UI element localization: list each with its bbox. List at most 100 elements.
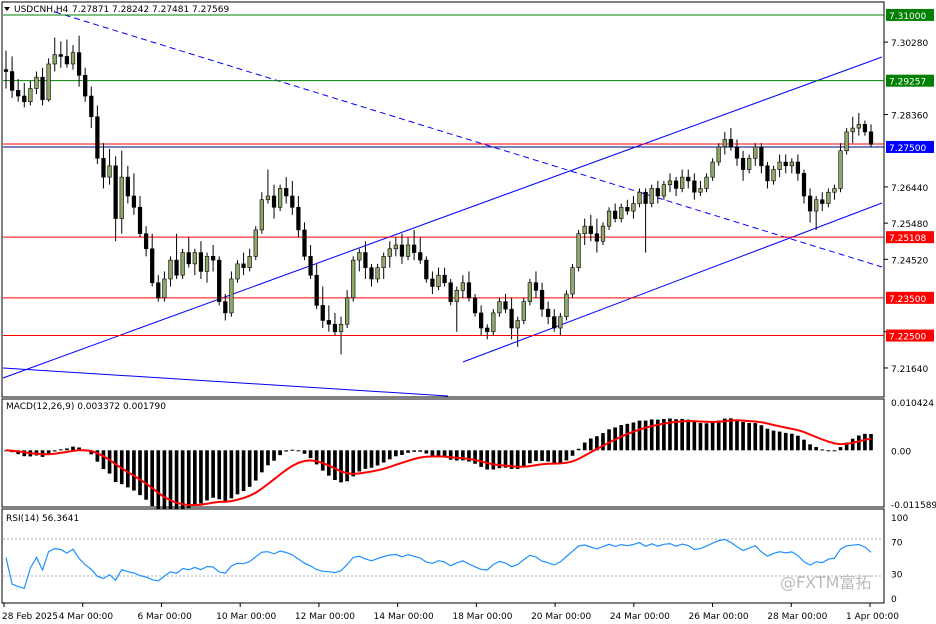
- price-panel-frame: [1, 1, 885, 398]
- macd-bar-133: [814, 446, 819, 451]
- macd-bar-66: [406, 450, 410, 453]
- macd-panel[interactable]: MACD(12,26,9) 0.003372 0.001790: [1, 398, 885, 514]
- price-tick-label-0: 7.30280: [891, 39, 928, 49]
- macd-bar-118: [722, 418, 727, 451]
- price-tick-label-1: 7.28360: [891, 112, 928, 122]
- macd-bar-38: [235, 450, 240, 495]
- macd-bar-70: [430, 450, 435, 456]
- macd-bar-141: [863, 433, 867, 451]
- price-tick-label-4: 7.24520: [891, 256, 928, 266]
- watermark: @FXTM富拓: [780, 573, 871, 592]
- candle-body-35: [217, 259, 222, 302]
- candle-body-65: [399, 244, 405, 257]
- macd-bar-93: [570, 450, 575, 456]
- candle-body-50: [308, 256, 313, 276]
- candle-body-6: [40, 76, 45, 101]
- macd-bar-25: [156, 450, 161, 512]
- macd-bar-27: [168, 450, 173, 513]
- macd-bar-117: [716, 420, 721, 451]
- macd-bar-107: [655, 419, 660, 451]
- rsi-label: RSI(14) 56.3641: [6, 514, 79, 524]
- candle-body-120: [734, 146, 740, 159]
- macd-bar-45: [278, 450, 282, 456]
- candle-body-18: [113, 165, 118, 219]
- macd-bar-15: [95, 450, 100, 462]
- candle-body-139: [850, 127, 855, 133]
- candle-body-107: [655, 188, 660, 197]
- candle-body-29: [180, 252, 185, 276]
- macd-bar-72: [442, 450, 447, 458]
- candle-body-74: [454, 289, 459, 302]
- macd-bar-8: [52, 450, 57, 452]
- rsi-panel[interactable]: RSI(14) 56.3641 @FXTM富拓: [1, 508, 885, 604]
- macd-bar-26: [162, 450, 167, 514]
- macd-bar-123: [753, 423, 758, 451]
- candle-body-57: [351, 259, 356, 299]
- candle-body-58: [357, 252, 362, 261]
- macd-bar-113: [692, 421, 697, 451]
- macd-bar-114: [698, 422, 703, 451]
- macd-bar-73: [448, 450, 453, 460]
- candle-body-76: [466, 282, 472, 299]
- candle-body-60: [369, 267, 374, 280]
- candle-body-9: [58, 54, 63, 57]
- candle-body-101: [619, 206, 624, 219]
- rsi-panel-frame: [1, 508, 885, 604]
- chart-header: USDCNH,H4 7.27871 7.28242 7.27481 7.2756…: [4, 5, 229, 15]
- price-tags: 7.31000 7.29257 7.27500 7.25108 7.23500 7.225…: [886, 8, 934, 343]
- macd-bar-50: [308, 450, 313, 459]
- candle-body-115: [704, 176, 709, 189]
- candle-body-78: [479, 312, 484, 329]
- candle-body-61: [375, 267, 380, 280]
- candle-body-138: [844, 131, 849, 152]
- macd-bar-52: [320, 450, 325, 471]
- upper-channel-line: [2, 56, 883, 379]
- macd-bar-20: [126, 450, 130, 488]
- macd-bar-78: [479, 450, 483, 467]
- candle-body-51: [314, 274, 319, 306]
- price-tag-label-0: 7.31000: [889, 12, 926, 22]
- candle-body-133: [814, 199, 819, 212]
- high-value: 7.28242: [112, 5, 149, 15]
- macd-bar-128: [783, 432, 788, 451]
- candle-body-118: [722, 139, 727, 148]
- candle-body-24: [150, 248, 155, 284]
- candle-body-16: [101, 157, 106, 178]
- candle-body-87: [533, 282, 539, 291]
- candle-body-95: [582, 225, 587, 235]
- macd-bar-126: [771, 430, 776, 451]
- candle-body-13: [83, 74, 88, 97]
- candle-body-141: [862, 124, 868, 133]
- candle-body-105: [643, 191, 648, 204]
- candle-body-136: [832, 188, 837, 193]
- macd-tick-label-1: 0.00: [891, 447, 911, 457]
- dropdown-triangle-icon[interactable]: [4, 7, 10, 11]
- candle-body-63: [387, 248, 392, 257]
- macd-bar-16: [101, 450, 106, 470]
- macd-bar-9: [58, 449, 63, 451]
- price-panel[interactable]: USDCNH,H4 7.27871 7.28242 7.27481 7.2756…: [1, 1, 885, 398]
- rsi-tick-label-3: 0: [891, 595, 897, 605]
- price-tag-5: [886, 329, 934, 342]
- candle-body-32: [198, 252, 204, 272]
- macd-bar-105: [643, 420, 648, 451]
- macd-bar-83: [509, 450, 514, 469]
- candle-body-44: [271, 195, 277, 208]
- macd-bar-97: [595, 436, 599, 451]
- candle-body-108: [661, 184, 667, 197]
- candle-body-11: [70, 52, 76, 65]
- candle-body-42: [259, 199, 264, 231]
- macd-bar-95: [582, 442, 587, 451]
- candle-body-75: [460, 282, 465, 291]
- macd-bar-79: [485, 450, 490, 470]
- macd-bar-39: [241, 450, 246, 491]
- macd-bar-22: [138, 450, 142, 496]
- candle-body-34: [210, 256, 216, 261]
- macd-bar-11: [71, 446, 75, 451]
- candle-body-80: [491, 312, 496, 333]
- candle-body-88: [539, 289, 545, 310]
- candle-body-49: [302, 229, 307, 257]
- macd-bar-112: [686, 419, 691, 451]
- macd-bar-33: [205, 450, 209, 501]
